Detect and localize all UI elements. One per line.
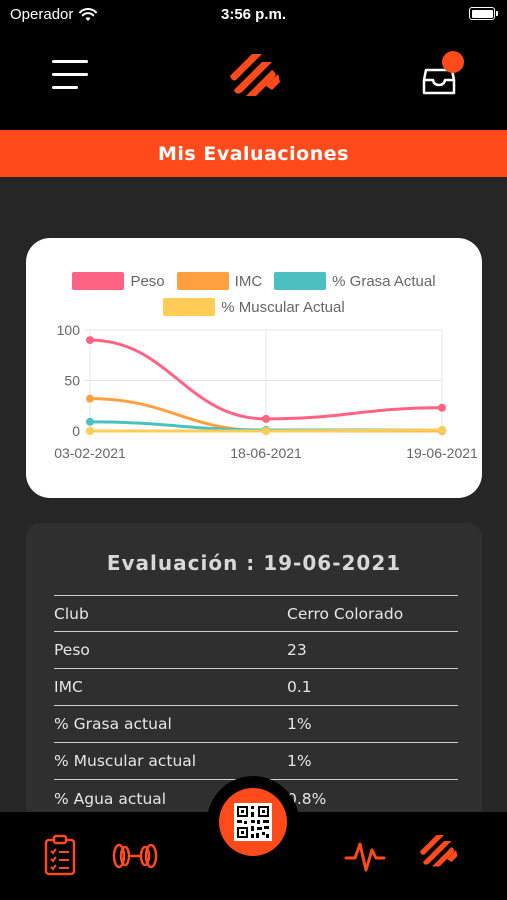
legend-swatch (163, 298, 216, 316)
data-point (86, 417, 94, 426)
y-tick-label: 0 (72, 423, 80, 439)
legend-item-muscular[interactable]: % Muscular Actual (163, 298, 345, 316)
wifi-icon (79, 7, 98, 21)
data-point (438, 403, 446, 412)
legend-label: % Muscular Actual (221, 298, 345, 316)
clipboard-checklist-icon[interactable] (44, 834, 76, 876)
table-row: % Muscular actual 1% (54, 743, 458, 780)
legend-swatch (176, 272, 229, 290)
table-row: IMC 0.1 (54, 669, 458, 706)
data-point (438, 425, 446, 434)
brand-logo-icon[interactable] (414, 828, 462, 878)
legend-item-peso[interactable]: Peso (72, 272, 165, 290)
dumbbell-icon[interactable] (112, 842, 158, 870)
status-bar: Operador 3:56 p.m. (0, 0, 507, 30)
data-point (262, 414, 270, 423)
legend-label: Peso (130, 272, 165, 290)
table-row: % Agua actual 0.8% (54, 780, 458, 817)
line-chart: 0 50 100 03-02-2021 18-06-2021 19-06-2021 (54, 322, 478, 461)
status-time: 3:56 p.m. (220, 6, 287, 23)
legend-swatch (274, 272, 327, 290)
carrier-label: Operador (10, 6, 74, 23)
activity-pulse-icon[interactable] (344, 836, 386, 874)
data-point (86, 427, 94, 435)
x-tick-label: 18-06-2021 (230, 445, 302, 461)
y-tick-label: 100 (57, 322, 81, 338)
table-row: Peso 23 (54, 632, 458, 669)
data-point (86, 336, 94, 345)
page-title: Mis Evaluaciones (0, 130, 507, 177)
legend-item-grasa[interactable]: % Grasa Actual (274, 272, 436, 290)
carrier-info: Operador (10, 6, 98, 23)
legend-label: IMC (234, 272, 263, 290)
row-value: Cerro Colorado (287, 604, 404, 623)
row-value: 1% (287, 752, 312, 770)
table-row: % Grasa actual 1% (54, 706, 458, 743)
x-tick-label: 03-02-2021 (54, 445, 126, 461)
qr-scan-button[interactable] (207, 776, 299, 868)
x-tick-label: 19-06-2021 (406, 445, 478, 461)
row-label: % Agua actual (54, 789, 167, 808)
data-point (86, 394, 94, 403)
row-label: Peso (54, 641, 90, 659)
battery-icon (469, 7, 498, 20)
row-label: % Grasa actual (54, 715, 172, 733)
evaluation-title: Evaluación : 19-06-2021 (106, 551, 402, 575)
legend-label: % Grasa Actual (332, 272, 436, 290)
y-tick-label: 50 (64, 373, 80, 389)
chart-legend: Peso IMC % Grasa Actual % Muscular Actua… (26, 272, 482, 324)
data-point (262, 427, 270, 435)
evaluation-table: Club Cerro Colorado Peso 23 IMC 0.1 % Gr… (54, 595, 458, 817)
row-value: 1% (287, 715, 312, 733)
top-app-bar (0, 30, 507, 130)
row-label: Club (54, 604, 89, 623)
row-value: 0.1 (287, 678, 312, 696)
hamburger-menu-icon[interactable] (52, 60, 92, 94)
row-value: 0.8% (287, 789, 327, 808)
row-value: 23 (287, 641, 307, 659)
legend-swatch (72, 272, 125, 290)
evaluations-chart-card: Peso IMC % Grasa Actual % Muscular Actua… (26, 238, 482, 498)
legend-item-imc[interactable]: IMC (176, 272, 263, 290)
brand-logo-icon[interactable] (222, 46, 286, 110)
row-label: IMC (54, 678, 83, 696)
row-label: % Muscular actual (54, 752, 197, 770)
notification-badge (442, 51, 464, 73)
table-row: Club Cerro Colorado (54, 595, 458, 632)
qr-code-icon (234, 803, 272, 841)
